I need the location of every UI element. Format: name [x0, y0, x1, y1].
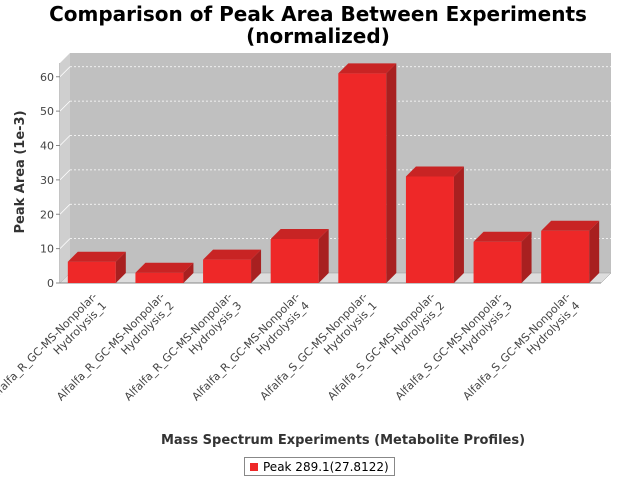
- bar-top: [270, 229, 329, 239]
- bar-front: [405, 176, 454, 283]
- legend: Peak 289.1(27.8122): [244, 457, 395, 476]
- bar-front: [67, 261, 116, 283]
- bar-side: [251, 249, 262, 283]
- bar-top: [67, 251, 126, 262]
- y-tick-label: 0: [47, 277, 54, 290]
- gridline-side: [59, 66, 71, 78]
- bar-front: [203, 259, 252, 283]
- x-tick-label-line: Alfalfa_R_GC-MS-Nonpolar-: [189, 290, 302, 403]
- bar-front: [270, 239, 319, 283]
- x-tick-label-line: Alfalfa_R_GC-MS-Nonpolar-: [122, 290, 235, 403]
- x-tick-label-line: Alfalfa_R_GC-MS-Nonpolar-: [0, 290, 100, 403]
- y-axis: 0 10 20 30 40 50 60: [40, 71, 60, 290]
- bar-side: [589, 220, 600, 283]
- x-axis-label: Mass Spectrum Experiments (Metabolite Pr…: [161, 433, 525, 448]
- bar-top: [338, 63, 397, 74]
- y-tick-label: 20: [40, 208, 54, 221]
- gridline-side: [59, 238, 71, 249]
- y-tick-label: 60: [40, 71, 54, 84]
- bar-front: [338, 73, 387, 283]
- bar-side: [453, 166, 464, 283]
- bar: [135, 262, 194, 283]
- x-tick-label-line: Alfalfa_R_GC-MS-Nonpolar-: [54, 290, 167, 403]
- bar: [203, 249, 262, 283]
- y-tick-label: 40: [40, 140, 54, 153]
- bar-side: [386, 63, 397, 283]
- bar-side: [521, 231, 532, 283]
- chart-title: Comparison of Peak Area Between Experime…: [49, 2, 587, 26]
- gridlines: [59, 66, 611, 249]
- gridline-side: [59, 169, 71, 181]
- x-tick-labels: Alfalfa_R_GC-MS-Nonpolar-Hydrolysis_1Alf…: [0, 290, 583, 403]
- plot-left-wall: [60, 53, 70, 283]
- bar-front: [473, 241, 522, 283]
- y-tick-label: 30: [40, 174, 54, 187]
- bar: [405, 166, 464, 283]
- bar-top: [541, 220, 600, 231]
- bar-top: [405, 166, 464, 177]
- bar-top: [203, 249, 262, 260]
- bar-side: [183, 262, 194, 283]
- y-axis-label: Peak Area (1e-3): [13, 110, 28, 233]
- bar: [541, 220, 600, 283]
- x-tick-label-line: Alfalfa_S_GC-MS-Nonpolar-: [460, 290, 573, 403]
- x-tick-label-line: Alfalfa_S_GC-MS-Nonpolar-: [258, 290, 371, 403]
- bar-front: [135, 272, 184, 283]
- chart-subtitle: (normalized): [246, 24, 390, 48]
- y-tick-label: 10: [40, 243, 54, 256]
- bar: [338, 63, 397, 283]
- bar-top: [473, 231, 532, 242]
- x-tick-label-line: Alfalfa_S_GC-MS-Nonpolar-: [325, 290, 438, 403]
- bar-front: [541, 230, 590, 283]
- bar: [473, 231, 532, 283]
- bar: [67, 251, 126, 283]
- bar-side: [318, 229, 329, 283]
- bar-top: [135, 262, 194, 273]
- gridline-side: [59, 100, 71, 112]
- legend-swatch-icon: [250, 462, 258, 471]
- bars: [67, 63, 600, 283]
- bar-side: [115, 251, 126, 283]
- gridline-side: [59, 135, 71, 146]
- legend-label: Peak 289.1(27.8122): [263, 459, 389, 474]
- bar: [270, 229, 329, 283]
- x-tick-label-line: Alfalfa_S_GC-MS-Nonpolar-: [393, 290, 506, 403]
- gridline-side: [59, 203, 71, 215]
- y-tick-label: 50: [40, 105, 54, 118]
